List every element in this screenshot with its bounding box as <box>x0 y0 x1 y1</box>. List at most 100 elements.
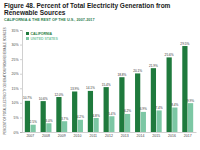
y-tick-label: 20% <box>11 72 18 76</box>
chart: Figure 48. Percent of Total Electricity … <box>0 0 200 150</box>
bar <box>46 123 51 132</box>
y-axis-line <box>20 31 23 133</box>
x-tick-label: 2009 <box>58 134 66 138</box>
bar <box>125 114 130 132</box>
y-tick-label: 35% <box>11 29 18 33</box>
x-tick-label: 2008 <box>42 134 50 138</box>
bar <box>141 112 146 132</box>
data-label: 4.8% <box>92 114 99 118</box>
data-label: 9.9% <box>187 99 194 103</box>
data-label: 21.9% <box>149 64 158 68</box>
title-line: Renewable Sources <box>4 9 66 16</box>
bar <box>151 68 156 132</box>
bar <box>88 91 93 132</box>
legend-swatch <box>26 37 29 40</box>
y-tick-mark <box>20 117 22 118</box>
bar <box>41 101 46 132</box>
x-tick-label: 2012 <box>105 134 113 138</box>
x-tick-label: 2016 <box>168 134 176 138</box>
y-tick-mark <box>20 88 22 89</box>
bar <box>104 87 109 132</box>
data-label: 14.1% <box>86 86 95 90</box>
y-tick-label: 25% <box>11 58 18 62</box>
y-tick-mark <box>20 74 22 75</box>
y-axis-title: PERCENT OF TOTAL ELECTRICITY GENERATION … <box>3 27 7 134</box>
y-tick-label: 10% <box>11 101 18 105</box>
legend: CALIFORNIAUNITED STATES <box>26 32 58 41</box>
x-axis: 2007 2008 2009 2010 2011 2012 2013 2014 2015 2016… <box>23 132 197 138</box>
data-labels: 10.7%10.6%12.0%13.9%14.1%15.4%18.8%20.1%… <box>23 42 194 125</box>
bar <box>172 108 177 132</box>
bar <box>188 103 193 132</box>
data-label: 4.2% <box>77 115 84 119</box>
data-label: 7.4% <box>155 106 162 110</box>
title: Figure 48. Percent of Total Electricity … <box>4 2 171 16</box>
bar <box>30 125 35 132</box>
bars <box>25 46 193 132</box>
y-tick-mark <box>20 59 22 60</box>
x-tick: 2017 <box>184 132 192 138</box>
data-label: 29.5% <box>180 42 189 46</box>
x-tick-label: 2017 <box>184 134 192 138</box>
y-tick-mark <box>20 103 22 104</box>
bar <box>119 77 124 132</box>
bar <box>62 121 67 132</box>
data-label: 13.9% <box>70 87 79 91</box>
data-label: 15.4% <box>102 83 111 87</box>
x-tick: 2014 <box>137 132 145 138</box>
x-tick-label: 2011 <box>89 134 97 138</box>
x-tick-label: 2007 <box>26 134 34 138</box>
bar <box>78 120 83 132</box>
bar <box>182 46 187 132</box>
x-tick: 2010 <box>74 132 82 138</box>
y-tick: 30% <box>11 43 22 47</box>
y-tick-mark <box>20 30 22 31</box>
y-tick-mark <box>20 45 22 46</box>
x-tick: 2016 <box>168 132 176 138</box>
data-label: 2.5% <box>29 120 36 124</box>
data-label: 12.0% <box>54 93 63 97</box>
y-tick: 25% <box>11 58 22 62</box>
x-tick: 2015 <box>152 132 160 138</box>
x-tick: 2012 <box>105 132 113 138</box>
bar <box>72 91 77 132</box>
x-tick: 2013 <box>121 132 129 138</box>
y-tick-label: 15% <box>11 87 18 91</box>
y-tick-mark <box>20 132 22 133</box>
bar <box>109 116 114 132</box>
bar-series <box>30 103 193 132</box>
x-tick: 2009 <box>58 132 66 138</box>
y-tick-label: 5% <box>13 116 18 120</box>
data-label: 3.0% <box>45 119 52 123</box>
bar <box>135 73 140 132</box>
y-tick-label: 0% <box>13 131 18 135</box>
x-tick-label: 2010 <box>74 134 82 138</box>
bar <box>93 118 98 132</box>
y-tick: 15% <box>11 87 22 91</box>
x-tick-label: 2014 <box>137 134 145 138</box>
legend-swatch <box>26 32 29 35</box>
data-label: 25.6% <box>165 53 174 57</box>
y-tick: 0% <box>13 131 22 135</box>
x-axis-line <box>23 132 197 133</box>
y-tick: 20% <box>11 72 22 76</box>
x-tick: 2011 <box>89 132 97 138</box>
data-label: 8.4% <box>171 103 178 107</box>
subtitle: CALIFORNIA & THE REST OF THE U.S., 2007-… <box>4 18 95 22</box>
bar <box>25 101 30 132</box>
legend-label: CALIFORNIA <box>31 32 53 36</box>
x-tick: 2007 <box>26 132 34 138</box>
x-tick: 2008 <box>42 132 50 138</box>
x-tick-label: 2015 <box>152 134 160 138</box>
data-label: 6.2% <box>124 109 131 113</box>
legend-label: UNITED STATES <box>31 37 59 41</box>
data-label: 18.8% <box>117 73 126 77</box>
x-tick-label: 2013 <box>121 134 129 138</box>
bar <box>156 110 161 132</box>
bar-series <box>25 46 188 132</box>
y-tick: 5% <box>13 116 22 120</box>
data-label: 10.6% <box>39 97 48 101</box>
y-axis: 0% 5% 10% 15% 20% 25% 30% 35% <box>11 29 22 135</box>
y-tick: 10% <box>11 101 22 105</box>
bar <box>167 57 172 132</box>
